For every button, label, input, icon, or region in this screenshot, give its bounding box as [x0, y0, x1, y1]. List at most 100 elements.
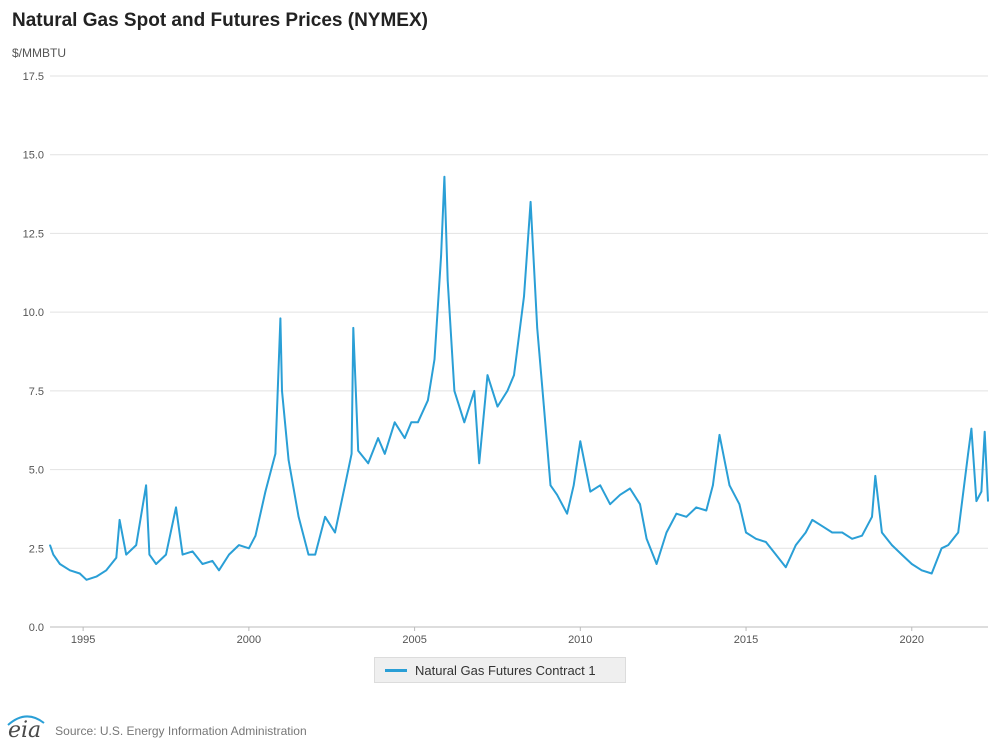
data-point	[549, 484, 552, 487]
data-point	[675, 512, 678, 515]
data-point	[745, 531, 747, 534]
data-point	[165, 553, 167, 556]
y-tick-label: 5.0	[29, 465, 44, 477]
data-point	[831, 531, 834, 534]
data-point	[410, 421, 413, 424]
data-point	[645, 538, 648, 540]
data-point	[486, 374, 489, 376]
data-point	[536, 327, 539, 329]
data-point	[755, 538, 757, 540]
data-point	[589, 490, 592, 493]
data-point	[334, 531, 336, 534]
x-tick-labels: 1995 2000 2005 2010 2015 2020	[71, 627, 924, 646]
data-point	[175, 506, 177, 509]
data-point	[901, 553, 903, 556]
data-point	[881, 531, 883, 534]
data-point	[655, 563, 658, 565]
y-tick-label: 12.5	[23, 228, 44, 240]
data-point	[871, 516, 873, 518]
data-point	[629, 487, 631, 490]
data-point	[572, 484, 575, 487]
x-tick-label: 2010	[568, 634, 592, 646]
data-point	[891, 544, 893, 546]
data-point	[983, 430, 986, 433]
data-point	[957, 531, 959, 534]
data-point	[599, 484, 602, 487]
data-point	[148, 553, 151, 556]
data-point	[344, 484, 346, 487]
data-point	[314, 553, 316, 556]
data-point	[211, 560, 214, 562]
data-point	[967, 453, 969, 455]
data-point	[609, 503, 611, 506]
data-point	[775, 553, 777, 556]
x-tick-label: 2020	[900, 634, 924, 646]
logo-arc-icon	[7, 715, 45, 726]
legend-label: Natural Gas Futures Contract 1	[415, 662, 596, 678]
data-point	[785, 566, 787, 568]
y-tick-label: 17.5	[23, 71, 44, 83]
data-point	[377, 437, 379, 439]
data-point	[695, 506, 698, 509]
data-point	[705, 509, 708, 512]
data-point	[181, 553, 184, 556]
data-point	[427, 399, 429, 402]
data-point	[352, 327, 355, 329]
legend-swatch	[385, 668, 407, 672]
data-point	[446, 279, 449, 282]
logo-text: eia	[8, 718, 42, 743]
data-point	[453, 390, 456, 392]
data-point	[228, 553, 230, 556]
data-point	[665, 531, 668, 534]
y-tick-label: 15.0	[23, 150, 44, 162]
data-point	[712, 484, 714, 487]
data-point	[543, 405, 545, 408]
data-point	[728, 484, 731, 487]
y-axis-unit-label: $/MMBTU	[12, 46, 66, 60]
data-point	[861, 534, 863, 537]
data-point	[440, 254, 442, 257]
data-point	[287, 459, 290, 461]
data-point	[393, 421, 396, 424]
data-point	[297, 516, 300, 518]
data-point	[155, 563, 157, 565]
data-point	[975, 500, 978, 502]
eia-logo: eia	[7, 715, 45, 743]
data-point	[496, 405, 499, 408]
chart-title: Natural Gas Spot and Futures Prices (NYM…	[12, 10, 428, 31]
data-point	[566, 512, 568, 515]
data-point	[738, 503, 741, 506]
data-point	[85, 578, 88, 581]
y-tick-label: 10.0	[23, 307, 44, 319]
data-point	[930, 572, 933, 575]
data-point	[383, 453, 386, 455]
data-point	[433, 358, 436, 361]
data-point	[804, 531, 807, 534]
data-point	[403, 437, 406, 439]
data-point	[920, 569, 923, 572]
data-point	[105, 569, 108, 572]
y-tick-label: 0.0	[29, 622, 44, 634]
data-point	[506, 390, 509, 392]
legend[interactable]: Natural Gas Futures Contract 1	[374, 657, 626, 683]
data-point	[95, 575, 98, 578]
data-point	[264, 490, 267, 493]
data-point	[980, 490, 983, 493]
y-tick-label: 7.5	[29, 386, 44, 398]
data-point	[350, 453, 353, 455]
data-point	[417, 421, 419, 424]
data-point	[473, 390, 476, 392]
data-point	[987, 500, 989, 502]
data-point	[579, 440, 582, 443]
data-point	[851, 538, 853, 540]
data-point	[49, 544, 51, 546]
series-lines	[49, 175, 989, 581]
data-point	[135, 544, 137, 546]
data-point	[238, 544, 240, 546]
series-line	[49, 175, 989, 581]
data-point	[201, 563, 204, 565]
data-point	[556, 493, 558, 496]
data-point	[443, 175, 446, 178]
data-point	[79, 572, 81, 575]
data-point	[115, 556, 118, 559]
